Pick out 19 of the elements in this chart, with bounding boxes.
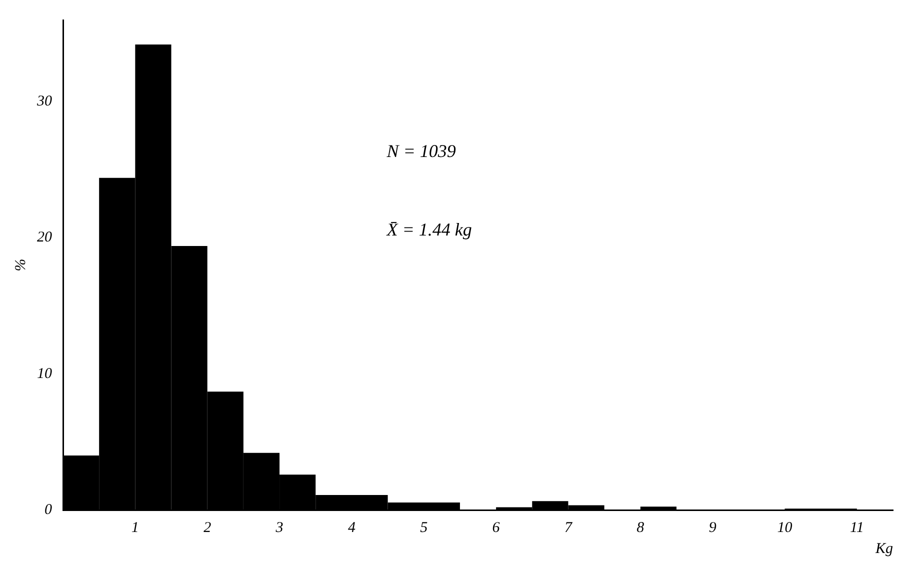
x-axis-title: Kg xyxy=(874,540,894,557)
x-tick-label: 7 xyxy=(564,520,574,536)
x-tick-label: 1 xyxy=(131,520,139,536)
x-tick-label: 6 xyxy=(492,520,500,536)
x-tick-label: 2 xyxy=(204,520,212,536)
y-axis-title: % xyxy=(12,258,29,272)
x-tick-label: 4 xyxy=(348,520,356,536)
x-tick-label: 3 xyxy=(274,520,284,536)
y-tick-label: 20 xyxy=(37,230,52,246)
y-tick-label: 30 xyxy=(36,94,52,110)
annotation: X̄ = 1.44 kg xyxy=(386,220,472,240)
x-tick-label: 8 xyxy=(636,520,645,536)
x-tick-label: 10 xyxy=(777,520,793,536)
x-tick-label: 9 xyxy=(708,520,717,536)
y-tick-label: 0 xyxy=(44,502,52,518)
x-tick-label: 11 xyxy=(850,520,864,536)
y-tick-label: 10 xyxy=(37,366,52,382)
x-tick-label: 5 xyxy=(420,520,428,536)
annotation: N = 1039 xyxy=(386,141,456,162)
